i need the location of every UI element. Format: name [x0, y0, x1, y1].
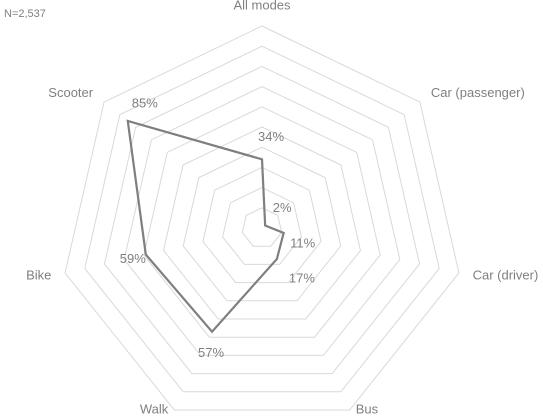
- value-label: 57%: [198, 345, 224, 360]
- grid-ring: [182, 146, 342, 302]
- grid-ring: [84, 45, 440, 393]
- grid-ring: [241, 207, 283, 247]
- category-label: Car (passenger): [431, 85, 525, 100]
- category-label: Walk: [140, 401, 169, 416]
- grid-ring: [143, 106, 381, 338]
- value-label: 2%: [273, 200, 292, 215]
- grid-ring: [64, 25, 460, 411]
- category-label: Car (driver): [473, 268, 539, 283]
- value-label: 11%: [290, 235, 315, 250]
- value-label: 59%: [120, 251, 146, 266]
- grid-ring: [162, 126, 362, 320]
- category-label: Bike: [26, 268, 51, 283]
- annotation: N=2,537: [4, 8, 46, 20]
- grid-ring: [123, 86, 401, 356]
- category-label: Scooter: [48, 85, 93, 100]
- value-label: 85%: [132, 95, 158, 110]
- grid-ring: [222, 187, 302, 265]
- category-label: Bus: [356, 401, 379, 416]
- grid-ring: [202, 166, 322, 284]
- grid-ring: [103, 65, 421, 375]
- value-label: 34%: [258, 129, 284, 144]
- series-line: [126, 119, 285, 334]
- value-label: 17%: [289, 270, 315, 285]
- category-label: All modes: [233, 0, 291, 12]
